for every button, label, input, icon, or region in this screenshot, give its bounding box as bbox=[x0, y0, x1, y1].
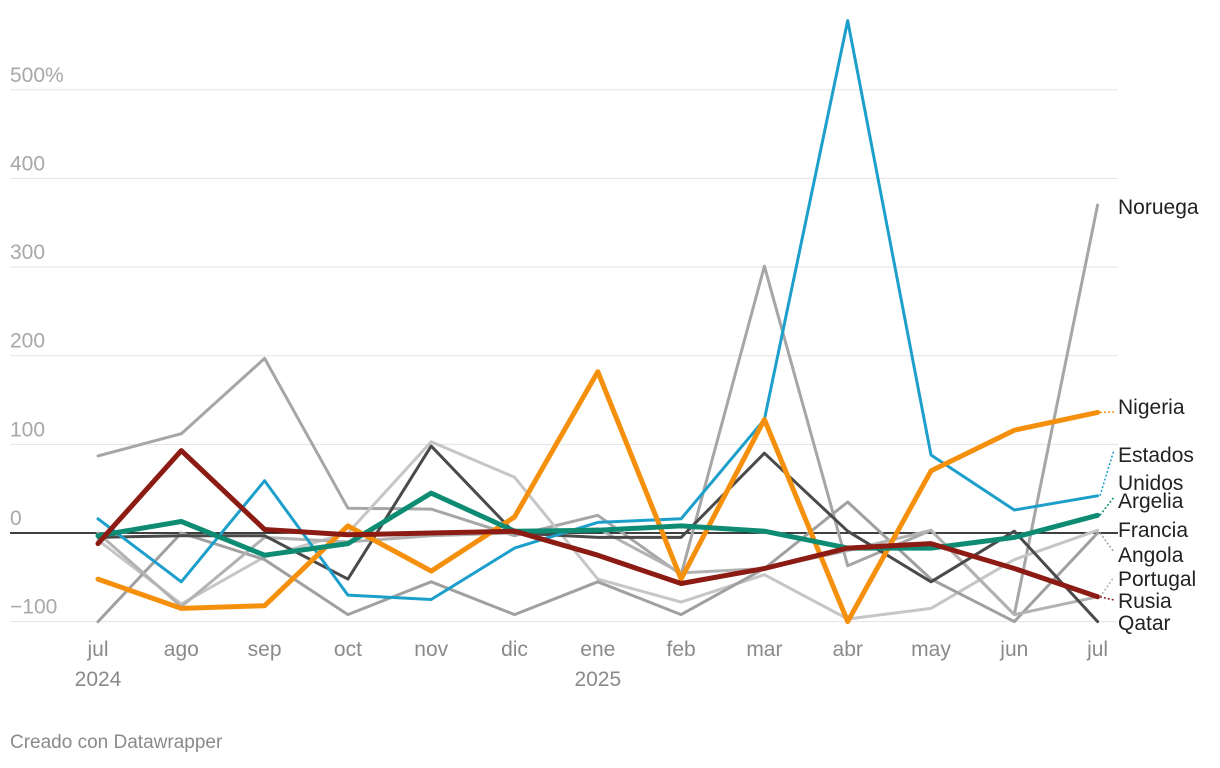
series-label: Nigeria bbox=[1118, 396, 1185, 419]
series-line-qatar bbox=[96, 444, 1100, 624]
x-tick-label: dic bbox=[501, 638, 528, 661]
series-line-nigeria bbox=[95, 369, 1101, 625]
x-tick-label: sep bbox=[248, 638, 282, 661]
label-leader-line bbox=[1099, 449, 1115, 496]
series-label: Argelia bbox=[1118, 490, 1184, 513]
x-tick-label: ago bbox=[164, 638, 199, 661]
y-tick-label: −100 bbox=[10, 596, 57, 619]
x-tick-label: feb bbox=[666, 638, 695, 661]
y-tick-label: 400 bbox=[10, 152, 45, 175]
x-tick-label: jun bbox=[999, 638, 1028, 661]
y-tick-label: 200 bbox=[10, 330, 45, 353]
x-tick-label: ene bbox=[580, 638, 615, 661]
line-chart: 500% 400 300 200 100 0 −100 jul 2024 ago sep oct no… bbox=[10, 19, 1199, 691]
x-tick-label: jul bbox=[86, 638, 108, 661]
series-line-angola bbox=[96, 500, 1100, 624]
y-tick-label: 100 bbox=[10, 418, 45, 441]
grid-lines bbox=[10, 89, 1118, 623]
y-tick-label: 300 bbox=[10, 241, 45, 264]
label-leader-line bbox=[1099, 496, 1115, 516]
series-lines bbox=[95, 19, 1101, 625]
label-leader-line bbox=[1099, 532, 1115, 553]
series-label: Noruega bbox=[1118, 196, 1199, 219]
series-label: Qatar bbox=[1118, 612, 1171, 635]
x-tick-year-label: 2025 bbox=[574, 668, 621, 691]
series-line-argelia bbox=[95, 490, 1101, 558]
series-label: Unidos bbox=[1118, 472, 1183, 495]
y-tick-label: 500% bbox=[10, 64, 64, 87]
credit-text: Creado con Datawrapper bbox=[10, 732, 223, 753]
series-label: Angola bbox=[1118, 544, 1184, 567]
x-tick-label: nov bbox=[414, 638, 448, 661]
y-axis-ticks: 500% 400 300 200 100 0 −100 bbox=[10, 64, 64, 619]
series-label: Rusia bbox=[1118, 590, 1172, 613]
series-label: Portugal bbox=[1118, 568, 1196, 591]
label-leader-line bbox=[1099, 596, 1115, 601]
x-tick-label: oct bbox=[334, 638, 362, 661]
x-tick-label: may bbox=[911, 638, 951, 661]
x-tick-label: jul bbox=[1086, 638, 1108, 661]
y-tick-label: 0 bbox=[10, 507, 22, 530]
x-tick-year-label: 2024 bbox=[75, 668, 122, 691]
x-tick-label: mar bbox=[746, 638, 782, 661]
x-axis-ticks: jul 2024 ago sep oct nov dic ene 2025 feb mar abr ma… bbox=[75, 638, 1108, 691]
series-label: Estados bbox=[1118, 444, 1194, 467]
label-leader-line bbox=[1099, 576, 1115, 598]
series-label: Francia bbox=[1118, 519, 1188, 542]
x-tick-label: abr bbox=[833, 638, 863, 661]
series-line-estados-unidos bbox=[96, 19, 1100, 601]
series-line-rusia bbox=[95, 448, 1101, 600]
